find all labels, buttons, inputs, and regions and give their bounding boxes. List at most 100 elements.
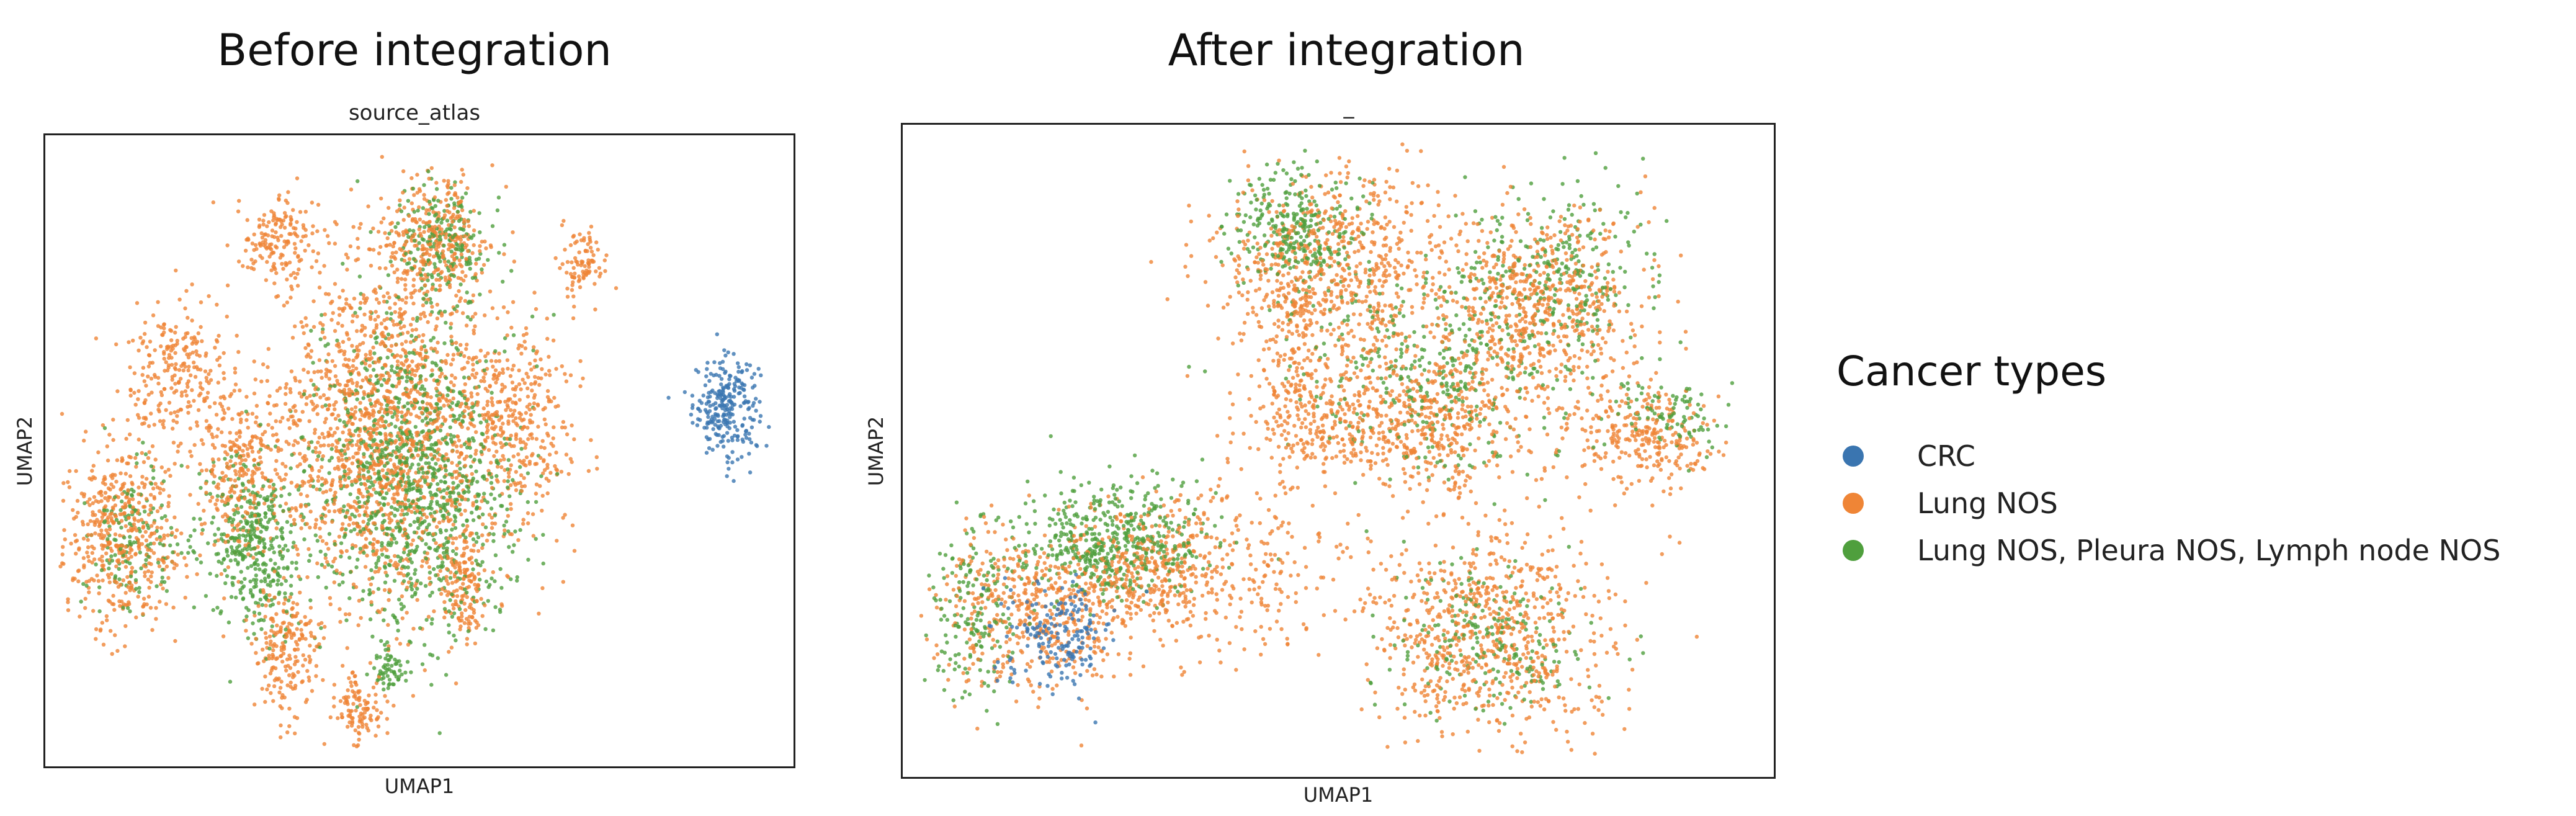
data-point bbox=[263, 699, 267, 704]
data-point bbox=[234, 472, 238, 477]
data-point bbox=[273, 562, 277, 566]
data-point bbox=[365, 486, 369, 491]
data-point bbox=[493, 579, 497, 583]
data-point bbox=[110, 549, 114, 553]
data-point bbox=[282, 601, 287, 606]
data-point bbox=[348, 709, 353, 714]
data-point bbox=[254, 552, 258, 556]
data-point bbox=[518, 437, 522, 442]
data-point bbox=[156, 381, 161, 386]
data-point bbox=[509, 269, 514, 273]
data-point bbox=[140, 475, 145, 479]
data-point bbox=[449, 223, 454, 228]
data-point bbox=[483, 525, 488, 529]
data-point bbox=[126, 488, 130, 493]
data-point bbox=[463, 191, 468, 195]
data-point bbox=[390, 415, 395, 419]
data-point bbox=[317, 469, 321, 473]
data-point bbox=[157, 564, 162, 568]
data-point bbox=[338, 480, 342, 484]
data-point bbox=[542, 446, 547, 451]
data-point bbox=[561, 218, 566, 223]
data-point bbox=[434, 324, 439, 329]
data-point bbox=[303, 248, 307, 253]
data-point bbox=[315, 412, 320, 416]
data-point bbox=[200, 469, 204, 473]
data-point bbox=[491, 377, 496, 381]
data-point bbox=[277, 590, 282, 594]
data-point bbox=[509, 463, 513, 467]
data-point bbox=[394, 540, 399, 545]
data-point bbox=[292, 241, 297, 246]
data-point bbox=[401, 573, 406, 578]
data-point bbox=[253, 243, 258, 248]
data-point bbox=[351, 702, 356, 706]
data-point bbox=[339, 541, 344, 545]
data-point bbox=[476, 514, 481, 519]
data-point bbox=[412, 193, 416, 197]
data-point bbox=[366, 357, 370, 361]
data-point bbox=[275, 472, 279, 477]
data-point bbox=[324, 374, 328, 379]
data-point bbox=[288, 530, 293, 534]
data-point bbox=[222, 396, 227, 401]
data-point bbox=[270, 228, 275, 233]
data-point bbox=[215, 498, 220, 503]
data-point bbox=[130, 570, 134, 574]
data-point bbox=[136, 594, 140, 599]
data-point bbox=[478, 292, 482, 297]
data-point bbox=[248, 588, 253, 593]
data-point bbox=[400, 431, 405, 435]
data-point bbox=[409, 380, 414, 384]
data-point bbox=[476, 493, 481, 497]
data-point bbox=[107, 566, 111, 571]
data-point bbox=[448, 425, 452, 429]
data-point bbox=[341, 462, 346, 467]
data-point bbox=[333, 364, 338, 368]
data-point bbox=[396, 233, 401, 238]
data-point bbox=[226, 620, 231, 625]
data-point bbox=[556, 403, 560, 408]
data-point bbox=[134, 615, 138, 620]
data-point bbox=[248, 579, 253, 584]
data-point bbox=[337, 459, 341, 463]
data-point bbox=[465, 590, 469, 595]
data-point bbox=[405, 585, 409, 590]
data-point bbox=[123, 501, 127, 506]
data-point bbox=[257, 619, 261, 623]
data-point bbox=[497, 418, 501, 423]
data-point bbox=[246, 265, 250, 269]
data-point bbox=[387, 562, 391, 567]
data-point bbox=[451, 549, 455, 554]
data-point bbox=[452, 514, 457, 518]
data-point bbox=[342, 449, 347, 453]
data-point bbox=[504, 184, 508, 189]
data-point bbox=[347, 467, 351, 472]
data-point bbox=[383, 231, 387, 235]
data-point bbox=[318, 526, 322, 531]
data-point bbox=[283, 544, 288, 548]
data-point bbox=[367, 475, 372, 480]
data-point bbox=[389, 344, 394, 348]
data-point bbox=[395, 418, 400, 422]
data-point bbox=[329, 564, 334, 569]
data-point bbox=[107, 561, 112, 565]
data-point bbox=[573, 271, 577, 276]
data-point bbox=[539, 455, 543, 460]
data-point bbox=[333, 329, 338, 333]
data-point bbox=[308, 393, 312, 398]
data-point bbox=[533, 358, 537, 362]
data-point bbox=[449, 216, 453, 220]
data-point bbox=[501, 305, 506, 310]
data-point bbox=[374, 400, 379, 405]
data-point bbox=[309, 328, 313, 333]
data-point bbox=[460, 473, 465, 478]
data-point bbox=[275, 630, 280, 635]
data-point bbox=[299, 320, 303, 325]
data-point bbox=[527, 402, 532, 406]
data-point bbox=[385, 471, 389, 476]
data-point bbox=[387, 231, 391, 236]
data-point bbox=[315, 457, 320, 462]
data-point bbox=[396, 276, 400, 281]
data-point bbox=[99, 627, 103, 632]
